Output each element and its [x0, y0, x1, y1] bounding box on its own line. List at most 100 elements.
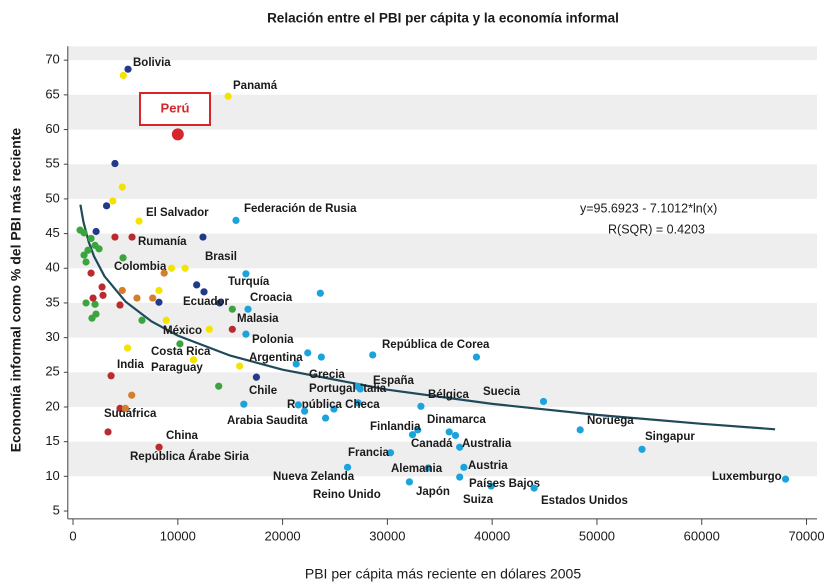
- point-label: Australia: [462, 438, 512, 450]
- point-label: Francia: [348, 447, 390, 459]
- point-label: Luxemburgo: [712, 471, 782, 483]
- point-label: Croacia: [250, 292, 293, 304]
- data-point: [530, 484, 538, 492]
- data-point: [242, 270, 250, 278]
- point-label: Suecia: [483, 386, 521, 398]
- data-point: [472, 353, 481, 361]
- point-label: El Salvador: [146, 207, 209, 219]
- point-label: India: [117, 359, 144, 371]
- y-tick-label: 55: [45, 156, 59, 171]
- x-tick-label: 70000: [788, 528, 824, 543]
- data-point: [95, 245, 103, 253]
- data-point: [456, 473, 464, 481]
- data-point: [124, 65, 132, 73]
- point-label: Federación de Rusia: [244, 203, 357, 215]
- data-point: [135, 217, 143, 225]
- data-point: [228, 325, 236, 333]
- data-point: [116, 301, 124, 309]
- point-label: Sudáfrica: [104, 408, 157, 420]
- data-point: [294, 401, 302, 409]
- data-point: [162, 316, 170, 324]
- point-label: Arabia Saudita: [227, 415, 308, 427]
- y-axis-label: Economía informal como % del PBI más rec…: [8, 128, 24, 453]
- point-label: Portugal: [309, 383, 356, 395]
- data-point: [343, 463, 352, 471]
- point-label: Estados Unidos: [541, 495, 628, 507]
- x-tick-label: 60000: [684, 528, 720, 543]
- point-label: Suiza: [463, 494, 494, 506]
- point-label: Chile: [249, 385, 277, 397]
- point-label: República Árabe Siria: [130, 450, 249, 463]
- point-label: Polonia: [252, 334, 294, 346]
- data-point: [242, 330, 250, 338]
- data-point: [111, 233, 119, 241]
- y-tick-label: 30: [45, 329, 59, 344]
- data-point: [104, 428, 112, 436]
- data-point: [417, 402, 425, 410]
- data-point: [149, 294, 157, 302]
- data-point: [128, 391, 136, 399]
- chart-title: Relación entre el PBI per cápita y la ec…: [267, 11, 619, 26]
- y-tick-label: 15: [45, 433, 59, 448]
- y-tick-label: 25: [45, 364, 59, 379]
- grid-band: [67, 441, 818, 477]
- y-tick-label: 70: [45, 52, 59, 67]
- data-point: [216, 299, 224, 307]
- trendline: [79, 204, 776, 431]
- grid-band: [67, 164, 818, 199]
- point-label: Panamá: [233, 80, 278, 92]
- data-point: [84, 246, 92, 254]
- y-tick-label: 20: [45, 398, 59, 413]
- point-label: República de Corea: [382, 339, 490, 351]
- data-point: [304, 349, 312, 357]
- data-point: [82, 299, 90, 307]
- point-label: Malasia: [237, 313, 279, 325]
- data-point: [244, 305, 252, 313]
- x-tick-label: 10000: [160, 528, 196, 543]
- data-point: [232, 216, 240, 224]
- data-point: [487, 482, 495, 490]
- point-label: Países Bajos: [469, 478, 540, 490]
- point-label: Costa Rica: [151, 346, 211, 358]
- r-squared: R(SQR) = 0.4203: [608, 222, 705, 236]
- point-label: República Checa: [287, 399, 380, 411]
- point-label: Bolivia: [133, 57, 171, 69]
- data-point: [424, 464, 432, 472]
- data-point: [138, 316, 146, 324]
- data-point: [123, 344, 132, 352]
- grid-band: [67, 233, 818, 269]
- data-point: [87, 269, 95, 277]
- point-label: Argentina: [249, 352, 303, 364]
- point-label: Alemania: [391, 463, 443, 475]
- y-tick-label: 50: [45, 190, 59, 205]
- point-label: Noruega: [587, 415, 634, 427]
- data-point: [160, 269, 168, 277]
- data-point: [356, 385, 364, 393]
- highlight-label: Perú: [161, 100, 190, 115]
- data-point: [118, 183, 126, 191]
- data-point: [215, 382, 223, 390]
- point-label: Canadá: [411, 438, 453, 450]
- grid-band: [67, 372, 818, 407]
- data-point: [119, 71, 127, 80]
- data-point: [155, 286, 163, 295]
- data-point: [91, 300, 99, 308]
- grid-band: [67, 46, 818, 61]
- data-point: [80, 251, 88, 259]
- data-point: [200, 288, 208, 296]
- data-point: [116, 404, 124, 412]
- x-tick-label: 30000: [369, 528, 405, 543]
- x-tick-label: 0: [69, 528, 76, 543]
- data-point: [451, 431, 460, 440]
- data-point: [118, 286, 126, 295]
- data-point: [98, 283, 106, 291]
- data-point: [321, 414, 330, 422]
- highlight-point: [171, 128, 184, 141]
- point-label: Singapur: [645, 431, 695, 443]
- formula: y=95.6923 - 7.1012*ln(x): [580, 201, 717, 215]
- data-point: [354, 399, 362, 407]
- data-point: [369, 351, 377, 359]
- data-point: [414, 426, 422, 434]
- y-tick-label: 60: [45, 121, 59, 136]
